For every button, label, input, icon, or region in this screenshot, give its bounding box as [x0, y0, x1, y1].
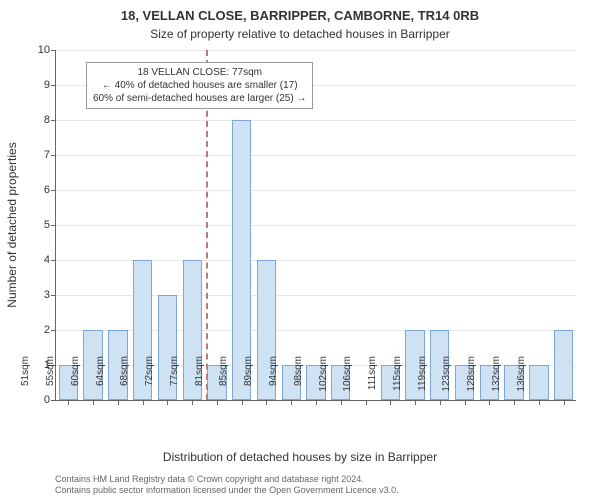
xtick-label: 136sqm — [516, 356, 527, 406]
ytick-label: 3 — [44, 289, 50, 301]
xtick-label: 60sqm — [70, 356, 81, 406]
xtick-label: 102sqm — [318, 356, 329, 406]
ytick-label: 8 — [44, 114, 50, 126]
xtick-label: 55sqm — [45, 356, 56, 406]
xtick-label: 111sqm — [367, 356, 378, 406]
annotation-line: ← 40% of detached houses are smaller (17… — [93, 79, 306, 92]
bar — [529, 365, 548, 400]
ytick-label: 6 — [44, 184, 50, 196]
xtick-mark — [415, 400, 416, 405]
xtick-mark — [539, 400, 540, 405]
bar — [554, 330, 573, 400]
y-axis-label: Number of detached properties — [5, 142, 19, 307]
xtick-label: 64sqm — [95, 356, 106, 406]
chart-subtitle: Size of property relative to detached ho… — [0, 25, 600, 41]
xtick-label: 72sqm — [144, 356, 155, 406]
ytick-label: 7 — [44, 149, 50, 161]
ytick-label: 2 — [44, 324, 50, 336]
annotation-line: 60% of semi-detached houses are larger (… — [93, 92, 306, 105]
plot-area: 012345678910 51sqm55sqm60sqm64sqm68sqm72… — [55, 50, 576, 401]
xtick-label: 77sqm — [169, 356, 180, 406]
xtick-label: 89sqm — [243, 356, 254, 406]
footer-line: Contains HM Land Registry data © Crown c… — [55, 474, 575, 485]
xtick-label: 132sqm — [491, 356, 502, 406]
xtick-label: 115sqm — [392, 356, 403, 406]
xtick-label: 85sqm — [218, 356, 229, 406]
ytick-label: 4 — [44, 254, 50, 266]
xtick-label: 106sqm — [342, 356, 353, 406]
xtick-label: 119sqm — [417, 356, 428, 406]
xtick-label: 94sqm — [268, 356, 279, 406]
x-axis-label: Distribution of detached houses by size … — [0, 450, 600, 464]
ytick-label: 9 — [44, 79, 50, 91]
ytick-label: 5 — [44, 219, 50, 231]
xtick-mark — [316, 400, 317, 405]
chart-title: 18, VELLAN CLOSE, BARRIPPER, CAMBORNE, T… — [0, 0, 600, 25]
footer: Contains HM Land Registry data © Crown c… — [55, 474, 575, 497]
xtick-label: 51sqm — [20, 356, 31, 406]
xtick-label: 98sqm — [293, 356, 304, 406]
xtick-label: 81sqm — [194, 356, 205, 406]
xtick-label: 128sqm — [466, 356, 477, 406]
xtick-mark — [564, 400, 565, 405]
xtick-mark — [93, 400, 94, 405]
annotation-line: 18 VELLAN CLOSE: 77sqm — [93, 66, 306, 79]
xtick-label: 68sqm — [119, 356, 130, 406]
ytick-label: 10 — [38, 44, 50, 56]
annotation-box: 18 VELLAN CLOSE: 77sqm ← 40% of detached… — [86, 62, 313, 109]
xtick-label: 123sqm — [441, 356, 452, 406]
footer-line: Contains public sector information licen… — [55, 485, 575, 496]
xtick-mark — [514, 400, 515, 405]
